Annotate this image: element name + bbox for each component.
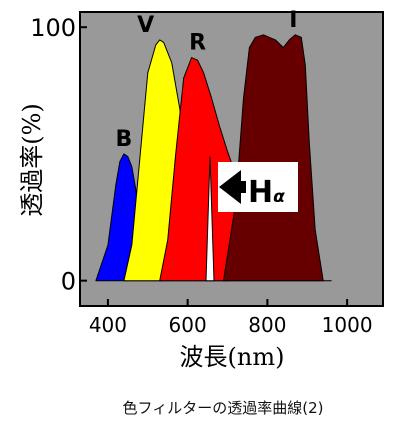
y-tick-label-0: 0 xyxy=(61,268,76,296)
halpha-label: Hα xyxy=(248,175,285,210)
axis-ticks: 400 600 800 1000 0 100 xyxy=(30,14,372,337)
x-tick-label-600: 600 xyxy=(169,313,207,337)
series-i-label: I xyxy=(289,8,297,33)
series-b-label: B xyxy=(116,127,133,152)
halpha-subscript: α xyxy=(273,187,285,207)
halpha-arrow xyxy=(219,170,241,204)
halpha-group: Hα xyxy=(205,156,298,282)
x-tick-label-400: 400 xyxy=(89,313,127,337)
y-axis-label: 透過率(%) xyxy=(18,103,46,217)
x-tick-label-1000: 1000 xyxy=(322,313,373,337)
series-i-area xyxy=(223,34,324,282)
halpha-line xyxy=(205,156,215,282)
x-tick-label-800: 800 xyxy=(248,313,286,337)
caption-text: 色フィルターの透過率曲線(2) xyxy=(122,399,324,417)
caption: 色フィルターの透過率曲線(2) xyxy=(0,397,400,418)
halpha-arrow-shaft xyxy=(240,181,246,193)
y-tick-label-100: 100 xyxy=(30,14,76,42)
series-v-label: V xyxy=(137,13,154,38)
series-r-label: R xyxy=(189,31,206,56)
x-axis-label: 波長(nm) xyxy=(180,343,285,371)
